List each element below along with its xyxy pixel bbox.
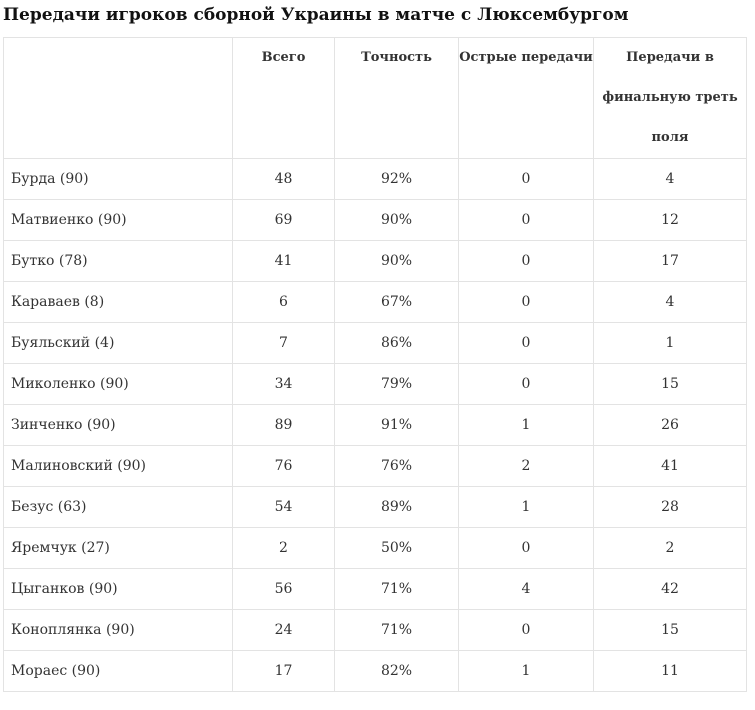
table-row: Безус (63) 54 89% 1 28 [3, 486, 747, 528]
final-third-cell: 15 [593, 609, 747, 651]
total-cell: 41 [232, 240, 335, 282]
accuracy-cell: 92% [334, 158, 459, 200]
header-total: Всего [232, 37, 335, 159]
player-cell: Зинченко (90) [3, 404, 233, 446]
player-cell: Мораес (90) [3, 650, 233, 692]
player-cell: Коноплянка (90) [3, 609, 233, 651]
header-key-passes: Острые передачи [458, 37, 594, 159]
final-third-cell: 42 [593, 568, 747, 610]
total-cell: 7 [232, 322, 335, 364]
total-cell: 34 [232, 363, 335, 405]
total-cell: 89 [232, 404, 335, 446]
final-third-cell: 11 [593, 650, 747, 692]
total-cell: 76 [232, 445, 335, 487]
table-row: Матвиенко (90) 69 90% 0 12 [3, 199, 747, 241]
key-passes-cell: 1 [458, 486, 594, 528]
accuracy-cell: 91% [334, 404, 459, 446]
key-passes-cell: 0 [458, 158, 594, 200]
player-cell: Буяльский (4) [3, 322, 233, 364]
final-third-cell: 4 [593, 158, 747, 200]
total-cell: 56 [232, 568, 335, 610]
header-player [3, 37, 233, 159]
key-passes-cell: 0 [458, 609, 594, 651]
key-passes-cell: 0 [458, 527, 594, 569]
accuracy-cell: 79% [334, 363, 459, 405]
player-cell: Бурда (90) [3, 158, 233, 200]
key-passes-cell: 2 [458, 445, 594, 487]
total-cell: 2 [232, 527, 335, 569]
final-third-cell: 12 [593, 199, 747, 241]
key-passes-cell: 0 [458, 322, 594, 364]
table-row: Яремчук (27) 2 50% 0 2 [3, 527, 747, 569]
accuracy-cell: 90% [334, 240, 459, 282]
header-accuracy: Точность [334, 37, 459, 159]
final-third-cell: 1 [593, 322, 747, 364]
accuracy-cell: 67% [334, 281, 459, 323]
final-third-cell: 15 [593, 363, 747, 405]
table-row: Зинченко (90) 89 91% 1 26 [3, 404, 747, 446]
accuracy-cell: 82% [334, 650, 459, 692]
total-cell: 54 [232, 486, 335, 528]
accuracy-cell: 86% [334, 322, 459, 364]
table-row: Мораес (90) 17 82% 1 11 [3, 650, 747, 692]
total-cell: 69 [232, 199, 335, 241]
table-row: Караваев (8) 6 67% 0 4 [3, 281, 747, 323]
accuracy-cell: 71% [334, 568, 459, 610]
table-row: Бурда (90) 48 92% 0 4 [3, 158, 747, 200]
final-third-cell: 17 [593, 240, 747, 282]
player-cell: Безус (63) [3, 486, 233, 528]
player-cell: Бутко (78) [3, 240, 233, 282]
total-cell: 24 [232, 609, 335, 651]
player-cell: Караваев (8) [3, 281, 233, 323]
final-third-cell: 41 [593, 445, 747, 487]
table-row: Коноплянка (90) 24 71% 0 15 [3, 609, 747, 651]
accuracy-cell: 90% [334, 199, 459, 241]
table-row: Миколенко (90) 34 79% 0 15 [3, 363, 747, 405]
table-row: Цыганков (90) 56 71% 4 42 [3, 568, 747, 610]
final-third-cell: 2 [593, 527, 747, 569]
header-final-third-passes: Передачи в финальную треть поля [593, 37, 747, 159]
accuracy-cell: 50% [334, 527, 459, 569]
final-third-cell: 26 [593, 404, 747, 446]
player-cell: Матвиенко (90) [3, 199, 233, 241]
table-row: Буяльский (4) 7 86% 0 1 [3, 322, 747, 364]
table-row: Малиновский (90) 76 76% 2 41 [3, 445, 747, 487]
key-passes-cell: 0 [458, 281, 594, 323]
player-cell: Цыганков (90) [3, 568, 233, 610]
total-cell: 17 [232, 650, 335, 692]
accuracy-cell: 71% [334, 609, 459, 651]
passes-table: Всего Точность Острые передачи Передачи … [3, 37, 747, 692]
key-passes-cell: 1 [458, 404, 594, 446]
accuracy-cell: 89% [334, 486, 459, 528]
player-cell: Яремчук (27) [3, 527, 233, 569]
player-cell: Малиновский (90) [3, 445, 233, 487]
accuracy-cell: 76% [334, 445, 459, 487]
final-third-cell: 4 [593, 281, 747, 323]
key-passes-cell: 0 [458, 240, 594, 282]
page-title: Передачи игроков сборной Украины в матче… [3, 5, 629, 25]
table-row: Бутко (78) 41 90% 0 17 [3, 240, 747, 282]
total-cell: 6 [232, 281, 335, 323]
total-cell: 48 [232, 158, 335, 200]
key-passes-cell: 1 [458, 650, 594, 692]
key-passes-cell: 4 [458, 568, 594, 610]
table-header-row: Всего Точность Острые передачи Передачи … [3, 37, 747, 159]
final-third-cell: 28 [593, 486, 747, 528]
key-passes-cell: 0 [458, 363, 594, 405]
key-passes-cell: 0 [458, 199, 594, 241]
player-cell: Миколенко (90) [3, 363, 233, 405]
